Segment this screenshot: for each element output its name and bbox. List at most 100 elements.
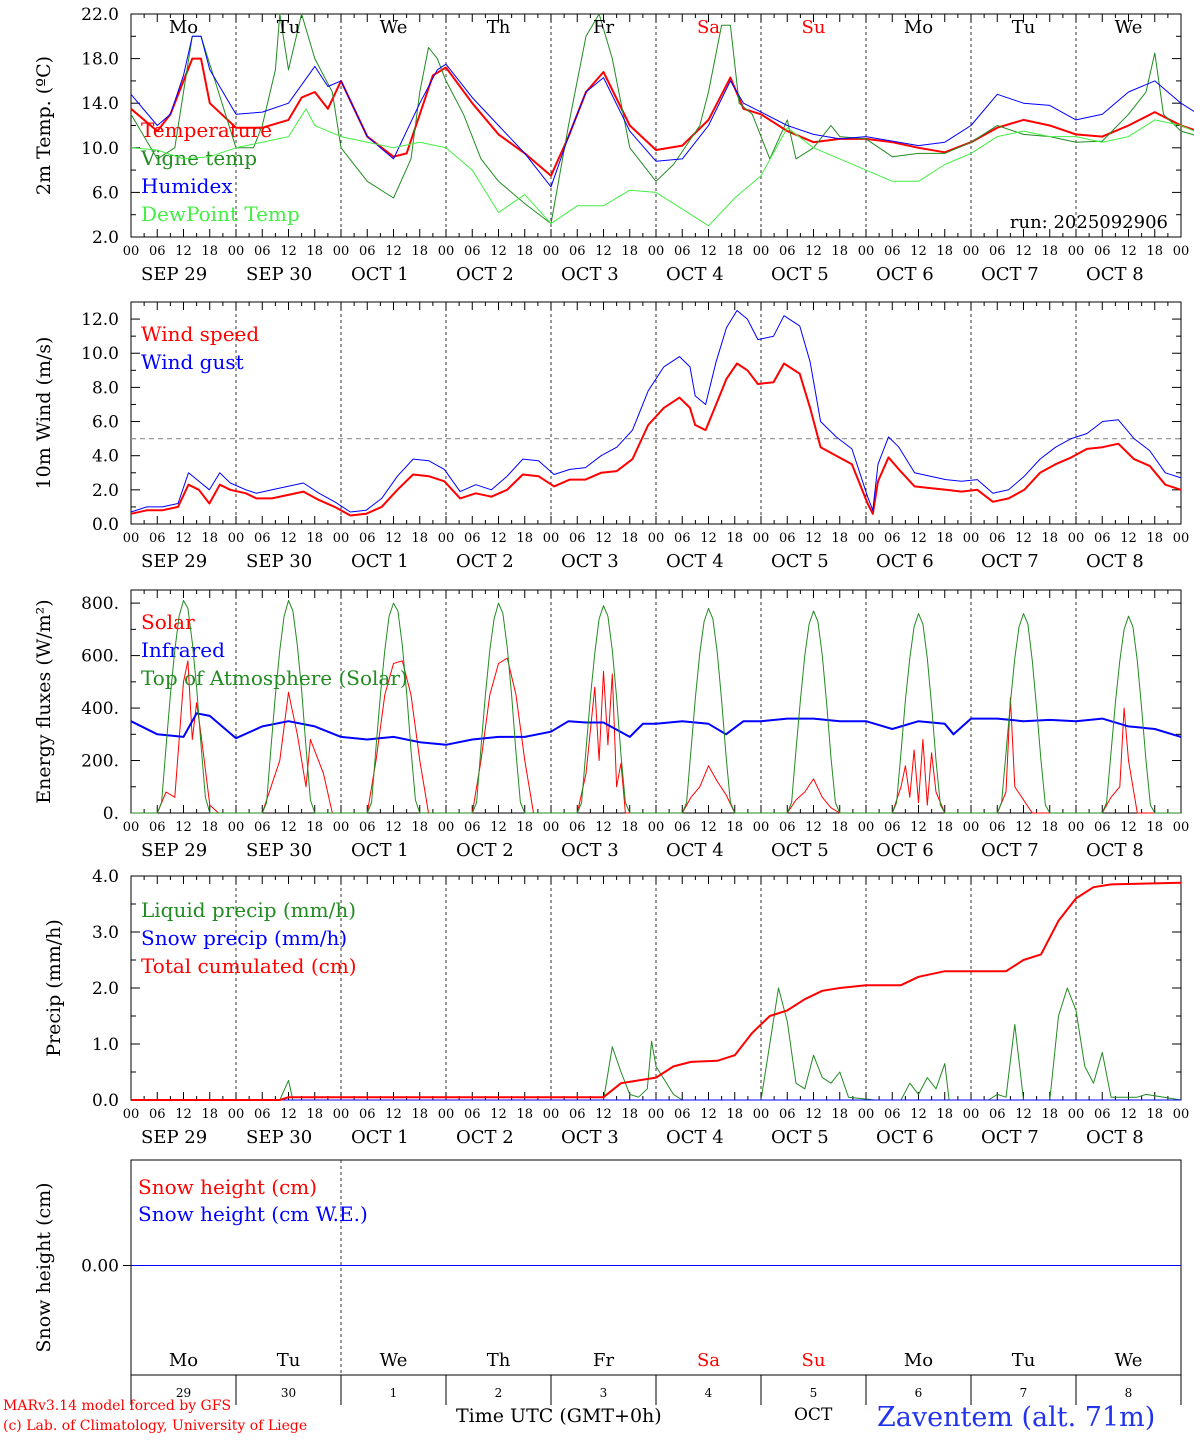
hour-label: 06: [359, 1107, 376, 1122]
hour-label: 06: [674, 531, 691, 546]
panel-4: 00 06 12 18 00 06 12 18 00 06 12 18 00 06 12 18 00 06 12 18…: [43, 867, 1189, 1148]
hour-label: 12: [910, 1107, 927, 1122]
hour-label: 12: [1120, 531, 1137, 546]
hour-label: 06: [779, 1107, 796, 1122]
hour-label: 18: [621, 531, 638, 546]
hour-label: 00: [228, 1107, 245, 1122]
date-label: OCT 6: [876, 1127, 934, 1148]
hour-label: 00: [333, 244, 350, 259]
day-of-week-label: We: [1115, 17, 1143, 38]
date-label: OCT 3: [561, 840, 619, 861]
y-tick-label: 14.0: [81, 94, 119, 114]
hour-label: 12: [490, 244, 507, 259]
day-number-label: 7: [1020, 1386, 1028, 1400]
hour-label: 18: [936, 1107, 953, 1122]
hour-label: 00: [1068, 244, 1085, 259]
legend-entry: Snow height (cm): [138, 1175, 317, 1199]
date-label: OCT 4: [666, 1127, 724, 1148]
hour-label: 12: [595, 820, 612, 835]
day-number-label: 6: [915, 1386, 923, 1400]
y-tick-label: 12.0: [81, 310, 119, 330]
date-label: OCT 6: [876, 840, 934, 861]
hour-label: 18: [726, 531, 743, 546]
hour-label: 18: [1041, 820, 1058, 835]
hour-label: 06: [149, 244, 166, 259]
day-number-label: 8: [1125, 1386, 1133, 1400]
hour-label: 00: [648, 820, 665, 835]
legend-entry: Snow precip (mm/h): [141, 926, 347, 950]
y-tick-label: 8.0: [92, 378, 119, 398]
model-credit: MARv3.14 model forced by GFS: [3, 1398, 232, 1414]
hour-label: 00: [963, 820, 980, 835]
hour-label: 00: [648, 1107, 665, 1122]
hour-label: 18: [306, 820, 323, 835]
hour-label: 18: [936, 244, 953, 259]
hour-label: 18: [201, 244, 218, 259]
hour-label: 12: [1120, 1107, 1137, 1122]
hour-label: 00: [438, 531, 455, 546]
date-label: OCT 3: [561, 1127, 619, 1148]
date-label: SEP 29: [141, 1127, 207, 1148]
hour-label: 18: [726, 820, 743, 835]
series-line-liquid-precip-mm-h-: [131, 987, 1182, 1101]
hour-label: 18: [621, 244, 638, 259]
y-axis-label: Energy fluxes (W/m²): [33, 599, 55, 803]
hour-label: 12: [175, 820, 192, 835]
hour-label: 00: [963, 244, 980, 259]
date-label: SEP 30: [246, 264, 312, 285]
hour-label: 00: [543, 244, 560, 259]
hour-label: 06: [569, 244, 586, 259]
date-label: OCT 7: [981, 840, 1039, 861]
hour-label: 06: [884, 1107, 901, 1122]
hour-label: 00: [648, 244, 665, 259]
hour-label: 12: [280, 244, 297, 259]
day-number-label: 30: [281, 1386, 296, 1400]
hour-label: 12: [1015, 244, 1032, 259]
hour-label: 18: [1146, 244, 1163, 259]
hour-label: 00: [753, 244, 770, 259]
hour-label: 18: [1041, 244, 1058, 259]
hour-label: 12: [805, 244, 822, 259]
hour-label: 06: [884, 244, 901, 259]
date-label: OCT 8: [1086, 551, 1144, 572]
hour-label: 06: [464, 820, 481, 835]
hour-label: 00: [438, 820, 455, 835]
date-label: OCT 2: [456, 551, 514, 572]
hour-label: 12: [805, 1107, 822, 1122]
hour-label: 06: [674, 1107, 691, 1122]
day-of-week-label: Fr: [593, 17, 614, 38]
hour-label: 12: [595, 1107, 612, 1122]
date-label: OCT 3: [561, 551, 619, 572]
day-of-week-label: Th: [487, 1350, 511, 1371]
hour-label: 00: [333, 1107, 350, 1122]
hour-label: 00: [858, 244, 875, 259]
date-label: OCT 1: [351, 1127, 409, 1148]
hour-label: 06: [779, 531, 796, 546]
day-number-label: 29: [176, 1386, 191, 1400]
hour-label: 12: [910, 244, 927, 259]
day-of-week-label: Sa: [697, 17, 720, 38]
y-tick-label: 0.: [103, 804, 119, 824]
hour-label: 12: [595, 531, 612, 546]
hour-label: 18: [1146, 1107, 1163, 1122]
hour-label: 06: [149, 820, 166, 835]
hour-label: 12: [490, 820, 507, 835]
hour-label: 18: [621, 1107, 638, 1122]
legend-entry: Humidex: [141, 174, 233, 198]
day-of-week-label: Tu: [1012, 1350, 1036, 1371]
day-of-week-label: Th: [487, 17, 511, 38]
hour-label: 06: [989, 244, 1006, 259]
y-tick-label: 0.00: [81, 1257, 119, 1277]
hour-label: 12: [910, 820, 927, 835]
legend-entry: Infrared: [141, 638, 225, 662]
hour-label: 00: [333, 531, 350, 546]
hour-label: 00: [1173, 820, 1190, 835]
hour-label: 00: [228, 531, 245, 546]
hour-label: 00: [648, 531, 665, 546]
hour-label: 00: [543, 820, 560, 835]
day-of-week-label: Mo: [169, 17, 198, 38]
date-label: OCT 5: [771, 551, 829, 572]
day-of-week-label: We: [1115, 1350, 1143, 1371]
hour-label: 00: [543, 531, 560, 546]
